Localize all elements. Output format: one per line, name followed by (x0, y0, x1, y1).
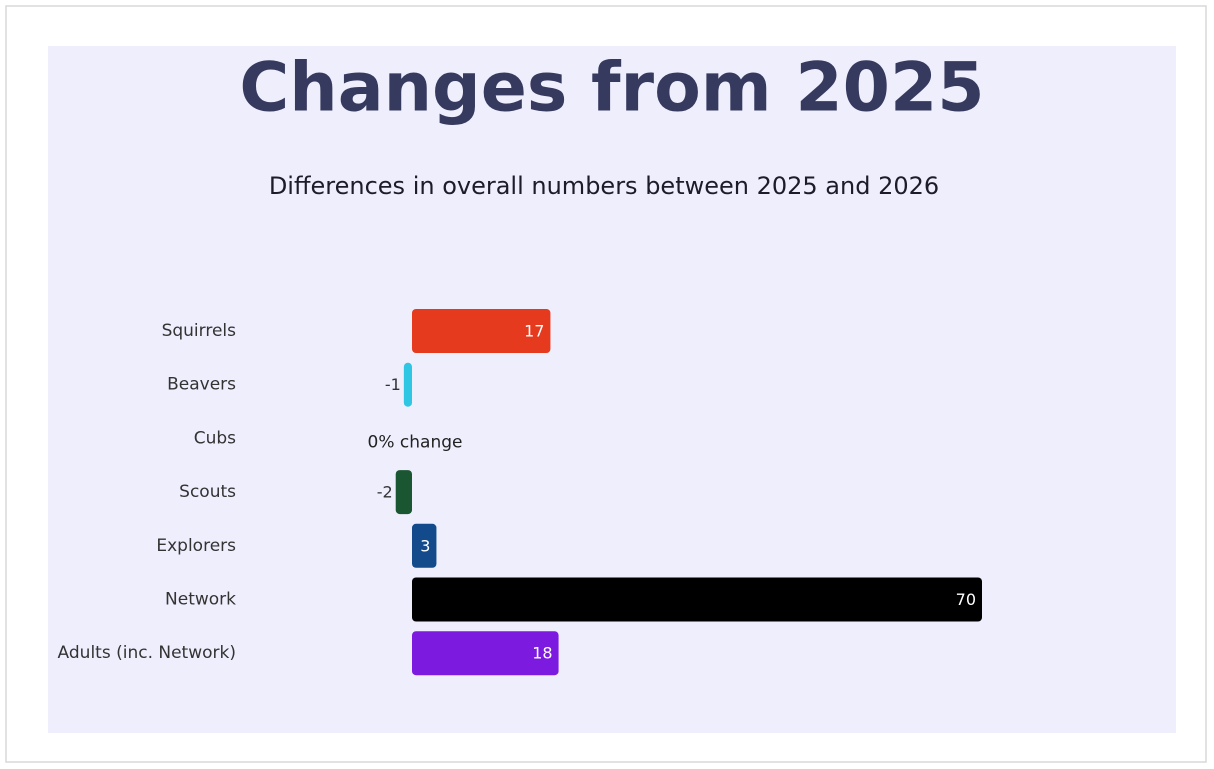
bar (412, 309, 551, 353)
y-tick-label: Network (165, 590, 236, 610)
value-label: 18 (532, 644, 552, 663)
y-tick-label: Beavers (167, 375, 236, 395)
bar (403, 362, 412, 407)
bar (412, 577, 982, 622)
value-label: -1 (385, 375, 401, 394)
value-label: -2 (377, 483, 393, 502)
chart-subtitle: Differences in overall numbers between 2… (269, 172, 939, 200)
bar (412, 523, 437, 568)
value-label: 70 (956, 590, 976, 609)
y-tick-label: Cubs (194, 428, 236, 448)
y-tick-label: Squirrels (162, 321, 237, 341)
bar (412, 631, 559, 676)
chart-title: Changes from 2025 (239, 49, 984, 128)
y-tick-label: Explorers (156, 536, 236, 556)
value-label: 0% change (368, 432, 463, 452)
y-tick-label: Adults (inc. Network) (58, 643, 236, 663)
y-tick-label: Scouts (179, 482, 236, 502)
value-label: 3 (420, 536, 430, 555)
bar (395, 470, 412, 515)
value-label: 17 (524, 322, 544, 341)
